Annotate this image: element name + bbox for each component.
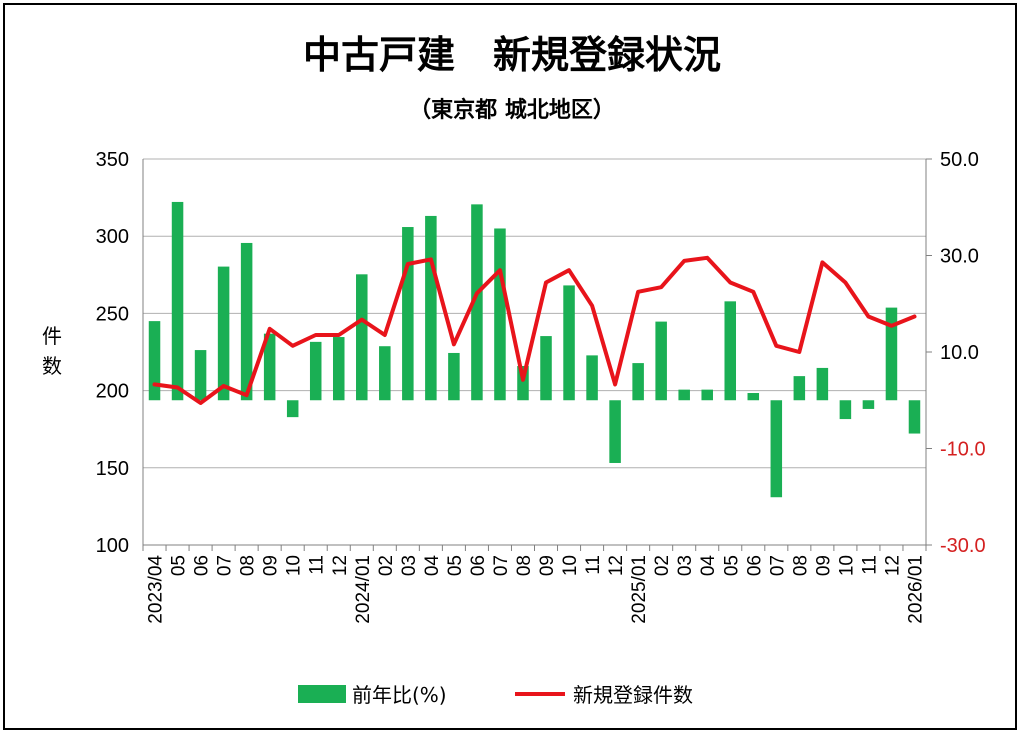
left-axis-ticks: 350 300 250 200 150 100 — [96, 149, 129, 557]
x-axis-ticks: 2023/04 05 06 07 08 09 10 11 12 2024/01 02 03 04 05 06… — [146, 555, 927, 624]
bar — [793, 376, 806, 401]
x-tick-label: 07 — [767, 555, 788, 576]
left-tick-label: 300 — [96, 226, 129, 248]
x-tick-label: 11 — [307, 555, 328, 575]
x-tick-label: 07 — [491, 555, 512, 576]
left-tick-label: 200 — [96, 381, 129, 403]
bar — [862, 400, 875, 409]
bar — [747, 393, 760, 401]
axes — [142, 158, 932, 551]
x-tick-label: 11 — [859, 555, 880, 575]
bar — [286, 400, 299, 418]
legend-bar-swatch — [298, 685, 346, 703]
bar — [816, 367, 829, 401]
x-tick-label: 2023/04 — [146, 555, 167, 624]
x-tick-label: 02 — [376, 555, 397, 576]
bar — [609, 400, 621, 463]
bar — [885, 307, 898, 401]
x-tick-label: 02 — [652, 555, 673, 576]
x-tick-label: 11 — [583, 555, 604, 575]
legend-line-label: 新規登録件数 — [573, 683, 693, 707]
x-tick-label: 07 — [215, 555, 236, 576]
bar — [425, 215, 437, 401]
legend-bar-label: 前年比(%) — [352, 683, 447, 707]
bar — [471, 204, 483, 401]
right-tick-label: -10.0 — [940, 439, 986, 461]
x-tick-label: 08 — [790, 555, 811, 576]
legend: 前年比(%) 新規登録件数 — [298, 683, 693, 707]
line-series — [152, 255, 917, 405]
chart-subtitle: （東京都 城北地区） — [409, 97, 615, 123]
left-tick-label: 250 — [96, 303, 129, 325]
bar — [908, 400, 921, 434]
x-tick-label: 12 — [883, 555, 904, 576]
x-tick-label: 06 — [468, 555, 489, 576]
right-axis-ticks: 50.0 30.0 10.0 -10.0 -30.0 — [940, 149, 986, 557]
bar — [240, 242, 253, 401]
bar — [356, 274, 368, 401]
y-axis-label-part2: 数 — [42, 354, 62, 378]
bar — [217, 266, 230, 401]
bar — [379, 346, 391, 401]
x-tick-label: 04 — [698, 555, 719, 577]
bar — [632, 363, 644, 401]
x-tick-label: 03 — [675, 555, 696, 576]
x-tick-label: 05 — [169, 555, 190, 576]
right-tick-label: -30.0 — [940, 535, 986, 557]
bar — [171, 201, 184, 401]
x-tick-label: 2025/01 — [629, 555, 650, 624]
left-tick-label: 350 — [96, 149, 129, 171]
x-tick-label: 2024/01 — [353, 555, 374, 624]
x-tick-label: 09 — [261, 555, 282, 576]
x-tick-label: 10 — [560, 555, 581, 576]
left-tick-label: 100 — [96, 535, 129, 557]
bar — [655, 321, 667, 401]
bar — [517, 365, 529, 401]
x-tick-label: 12 — [606, 555, 627, 576]
y-axis-label-part1: 件 — [42, 324, 62, 348]
x-tick-label: 12 — [330, 555, 351, 576]
bar — [678, 389, 690, 401]
bar — [586, 355, 598, 401]
x-tick-label: 09 — [537, 555, 558, 576]
bar — [540, 336, 552, 401]
bar — [332, 337, 345, 401]
bar — [563, 285, 575, 401]
x-tick-label: 10 — [836, 555, 857, 576]
bar — [309, 341, 322, 401]
chart-title: 中古戸建 新規登録状況 — [303, 33, 721, 77]
x-tick-label: 06 — [744, 555, 765, 576]
bar — [494, 228, 506, 401]
x-tick-label: 06 — [192, 555, 213, 576]
bar — [701, 389, 713, 401]
bar-series — [148, 201, 921, 498]
x-tick-label: 2026/01 — [906, 555, 927, 624]
x-tick-label: 08 — [238, 555, 259, 576]
bar — [724, 301, 737, 401]
right-tick-label: 30.0 — [940, 246, 979, 268]
right-tick-label: 10.0 — [940, 342, 979, 364]
x-tick-label: 04 — [422, 555, 443, 577]
right-tick-label: 50.0 — [940, 149, 979, 171]
x-tick-label: 09 — [813, 555, 834, 576]
bar — [402, 227, 414, 401]
bar — [448, 352, 460, 401]
x-tick-label: 10 — [284, 555, 305, 576]
bar — [770, 400, 783, 498]
bar — [148, 321, 161, 401]
left-tick-label: 150 — [96, 458, 129, 480]
bar — [194, 350, 207, 401]
x-tick-label: 08 — [514, 555, 535, 576]
bar — [263, 333, 276, 401]
x-tick-label: 05 — [721, 555, 742, 576]
line-path — [152, 255, 917, 405]
x-tick-label: 05 — [445, 555, 466, 576]
x-tick-label: 03 — [399, 555, 420, 576]
bar — [839, 400, 852, 420]
